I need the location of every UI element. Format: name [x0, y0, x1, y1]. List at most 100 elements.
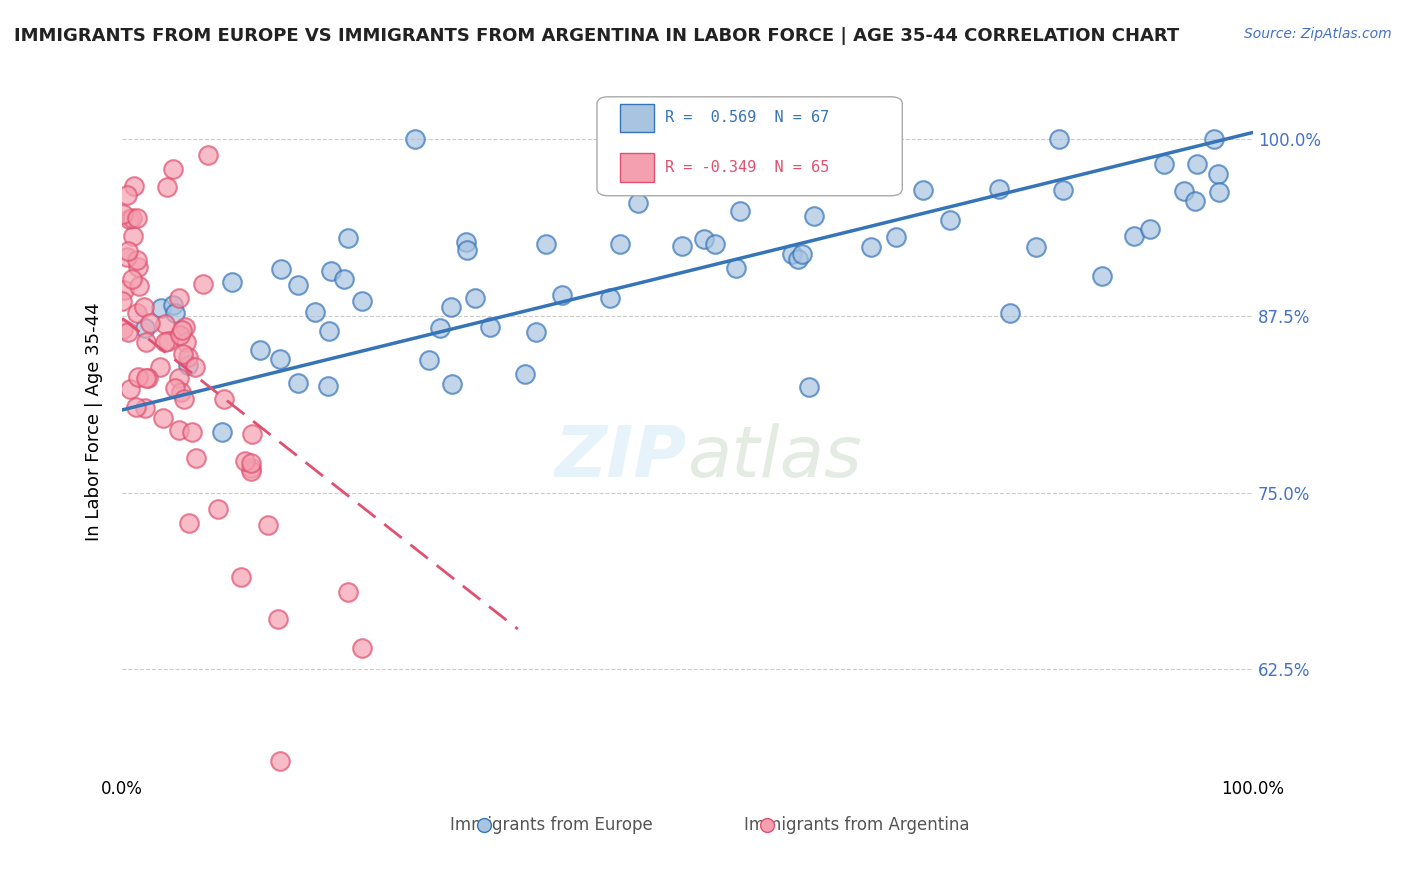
Point	[163, 380, 186, 394]
Point	[429, 321, 451, 335]
Point	[184, 360, 207, 375]
Point	[117, 326, 139, 340]
Point	[332, 272, 354, 286]
Point	[152, 411, 174, 425]
Text: ZIP: ZIP	[555, 423, 688, 491]
Point	[211, 425, 233, 439]
Point	[456, 243, 478, 257]
Point	[318, 324, 340, 338]
Point	[111, 322, 134, 336]
Point	[671, 239, 693, 253]
Point	[235, 454, 257, 468]
Point	[155, 317, 177, 331]
Point	[162, 298, 184, 312]
Point	[790, 247, 813, 261]
Point	[787, 160, 810, 174]
Point	[163, 306, 186, 320]
Point	[269, 351, 291, 366]
Point	[135, 335, 157, 350]
Point	[112, 283, 135, 297]
Point	[207, 502, 229, 516]
Point	[149, 360, 172, 375]
Point	[125, 401, 148, 415]
Point	[136, 371, 159, 385]
Point	[780, 247, 803, 261]
Point	[1208, 185, 1230, 199]
Point	[167, 423, 190, 437]
Point	[177, 351, 200, 365]
Text: R = -0.349  N = 65: R = -0.349 N = 65	[665, 160, 830, 175]
Point	[627, 196, 650, 211]
Point	[939, 212, 962, 227]
Point	[287, 376, 309, 390]
Point	[240, 456, 263, 470]
Point	[1047, 132, 1070, 146]
FancyBboxPatch shape	[598, 97, 903, 195]
Point	[304, 305, 326, 319]
Point	[128, 278, 150, 293]
Point	[337, 584, 360, 599]
Point	[787, 252, 810, 267]
Point	[132, 300, 155, 314]
Point	[803, 209, 825, 223]
Point	[1184, 194, 1206, 209]
Point	[170, 323, 193, 337]
Point	[350, 641, 373, 656]
Point	[1208, 168, 1230, 182]
Text: atlas: atlas	[688, 423, 862, 491]
Point	[117, 250, 139, 264]
Point	[249, 343, 271, 357]
Point	[267, 612, 290, 626]
Point	[111, 294, 134, 309]
Point	[184, 450, 207, 465]
Point	[172, 346, 194, 360]
Point	[884, 229, 907, 244]
Point	[454, 235, 477, 249]
Point	[115, 188, 138, 202]
Point	[860, 240, 883, 254]
Point	[138, 317, 160, 331]
Point	[156, 334, 179, 349]
Point	[229, 570, 252, 584]
Point	[1202, 132, 1225, 146]
Point	[724, 260, 747, 275]
Point	[121, 272, 143, 286]
Point	[270, 261, 292, 276]
Point	[441, 376, 464, 391]
Point	[704, 237, 727, 252]
Point	[534, 236, 557, 251]
Point	[118, 211, 141, 226]
Point	[319, 264, 342, 278]
Point	[404, 132, 426, 146]
Point	[221, 276, 243, 290]
Point	[117, 244, 139, 259]
Point	[125, 252, 148, 267]
Point	[174, 335, 197, 350]
Point	[797, 380, 820, 394]
Point	[173, 392, 195, 406]
Point	[699, 170, 721, 185]
Point	[287, 278, 309, 293]
Point	[1153, 157, 1175, 171]
Point	[1090, 269, 1112, 284]
Point	[242, 427, 264, 442]
Point	[197, 147, 219, 161]
Point	[111, 207, 134, 221]
Point	[911, 183, 934, 197]
Point	[127, 305, 149, 319]
Point	[1185, 156, 1208, 170]
Point	[167, 291, 190, 305]
Point	[316, 378, 339, 392]
Point	[550, 288, 572, 302]
Y-axis label: In Labor Force | Age 35-44: In Labor Force | Age 35-44	[86, 302, 103, 541]
Point	[120, 382, 142, 396]
Point	[524, 326, 547, 340]
Point	[191, 277, 214, 292]
Point	[177, 516, 200, 531]
Point	[174, 319, 197, 334]
Text: Immigrants from Europe: Immigrants from Europe	[450, 816, 654, 834]
Point	[153, 335, 176, 350]
Point	[149, 301, 172, 315]
Point	[692, 231, 714, 245]
Point	[1025, 240, 1047, 254]
